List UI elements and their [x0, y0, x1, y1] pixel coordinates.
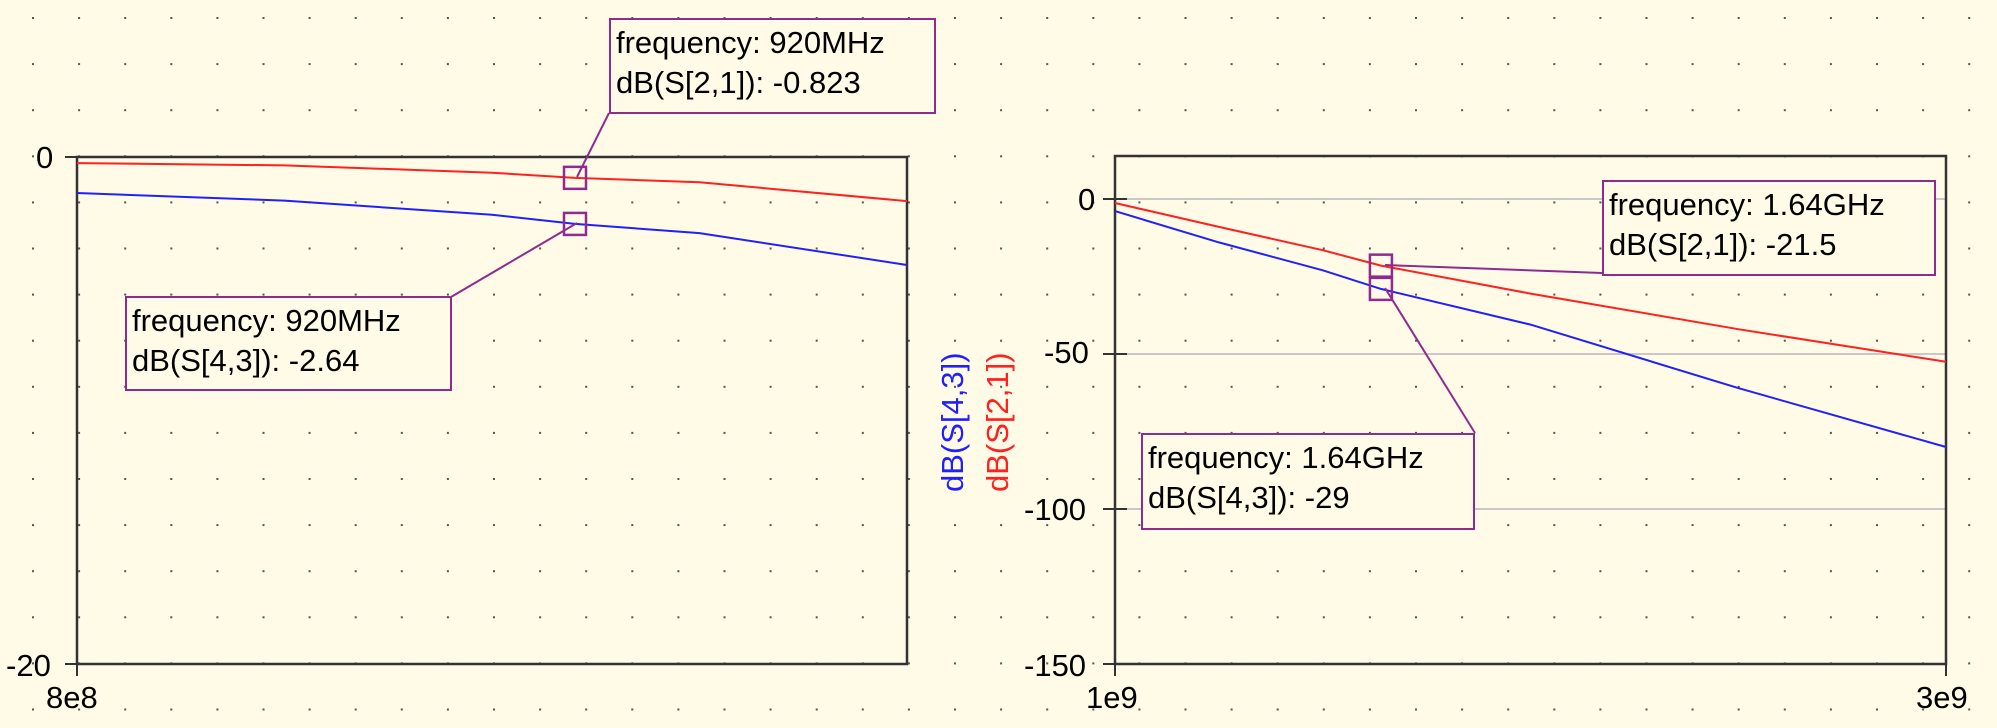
right-plot-frame [1113, 154, 1948, 666]
marker-value: dB(S[4,3]): -2.64 [132, 343, 360, 378]
y-axis-label-s21: dB(S[2,1]) [980, 352, 1015, 492]
right-y-tick-100: -100 [1024, 492, 1087, 527]
left-plot-frame [75, 155, 909, 666]
right-x-tick-start: 1e9 [1086, 680, 1138, 715]
left-marker-square [562, 165, 588, 191]
marker-leader-line [450, 222, 578, 298]
marker-value: dB(S[2,1]): -21.5 [1609, 227, 1837, 262]
marker-annotation-left-s43[interactable]: frequency: 920MHz dB(S[4,3]): -2.64 [125, 296, 452, 391]
left-marker-square [562, 211, 588, 237]
left-series-s43 [76, 192, 908, 266]
marker-frequency: frequency: 1.64GHz [1609, 187, 1885, 222]
left-series-s21 [76, 162, 908, 203]
right-y-tick-50: -50 [1044, 335, 1089, 370]
y-axis-label-s43: dB(S[4,3]) [935, 352, 970, 492]
right-y-tick-150: -150 [1024, 648, 1087, 683]
right-marker-square [1368, 276, 1394, 302]
left-y-tick-0: 0 [36, 140, 54, 175]
marker-leader-line [1384, 264, 1603, 274]
left-x-tick-start: 8e8 [46, 680, 98, 715]
marker-value: dB(S[4,3]): -29 [1148, 480, 1350, 515]
marker-frequency: frequency: 920MHz [132, 303, 401, 338]
left-y-tick-min: -20 [6, 648, 51, 683]
marker-value: dB(S[2,1]): -0.823 [616, 65, 861, 100]
right-y-tick-0: 0 [1078, 182, 1096, 217]
marker-frequency: frequency: 1.64GHz [1148, 440, 1424, 475]
marker-leader-line [576, 112, 610, 178]
right-series-s43 [1114, 210, 1947, 448]
marker-annotation-right-s21[interactable]: frequency: 1.64GHz dB(S[2,1]): -21.5 [1602, 180, 1936, 276]
marker-leader-line [1384, 287, 1476, 434]
marker-frequency: frequency: 920MHz [616, 25, 885, 60]
right-series-s21 [1114, 202, 1947, 363]
marker-annotation-right-s43[interactable]: frequency: 1.64GHz dB(S[4,3]): -29 [1141, 433, 1475, 530]
right-x-tick-end: 3e9 [1916, 680, 1968, 715]
marker-annotation-left-s21[interactable]: frequency: 920MHz dB(S[2,1]): -0.823 [609, 18, 936, 114]
